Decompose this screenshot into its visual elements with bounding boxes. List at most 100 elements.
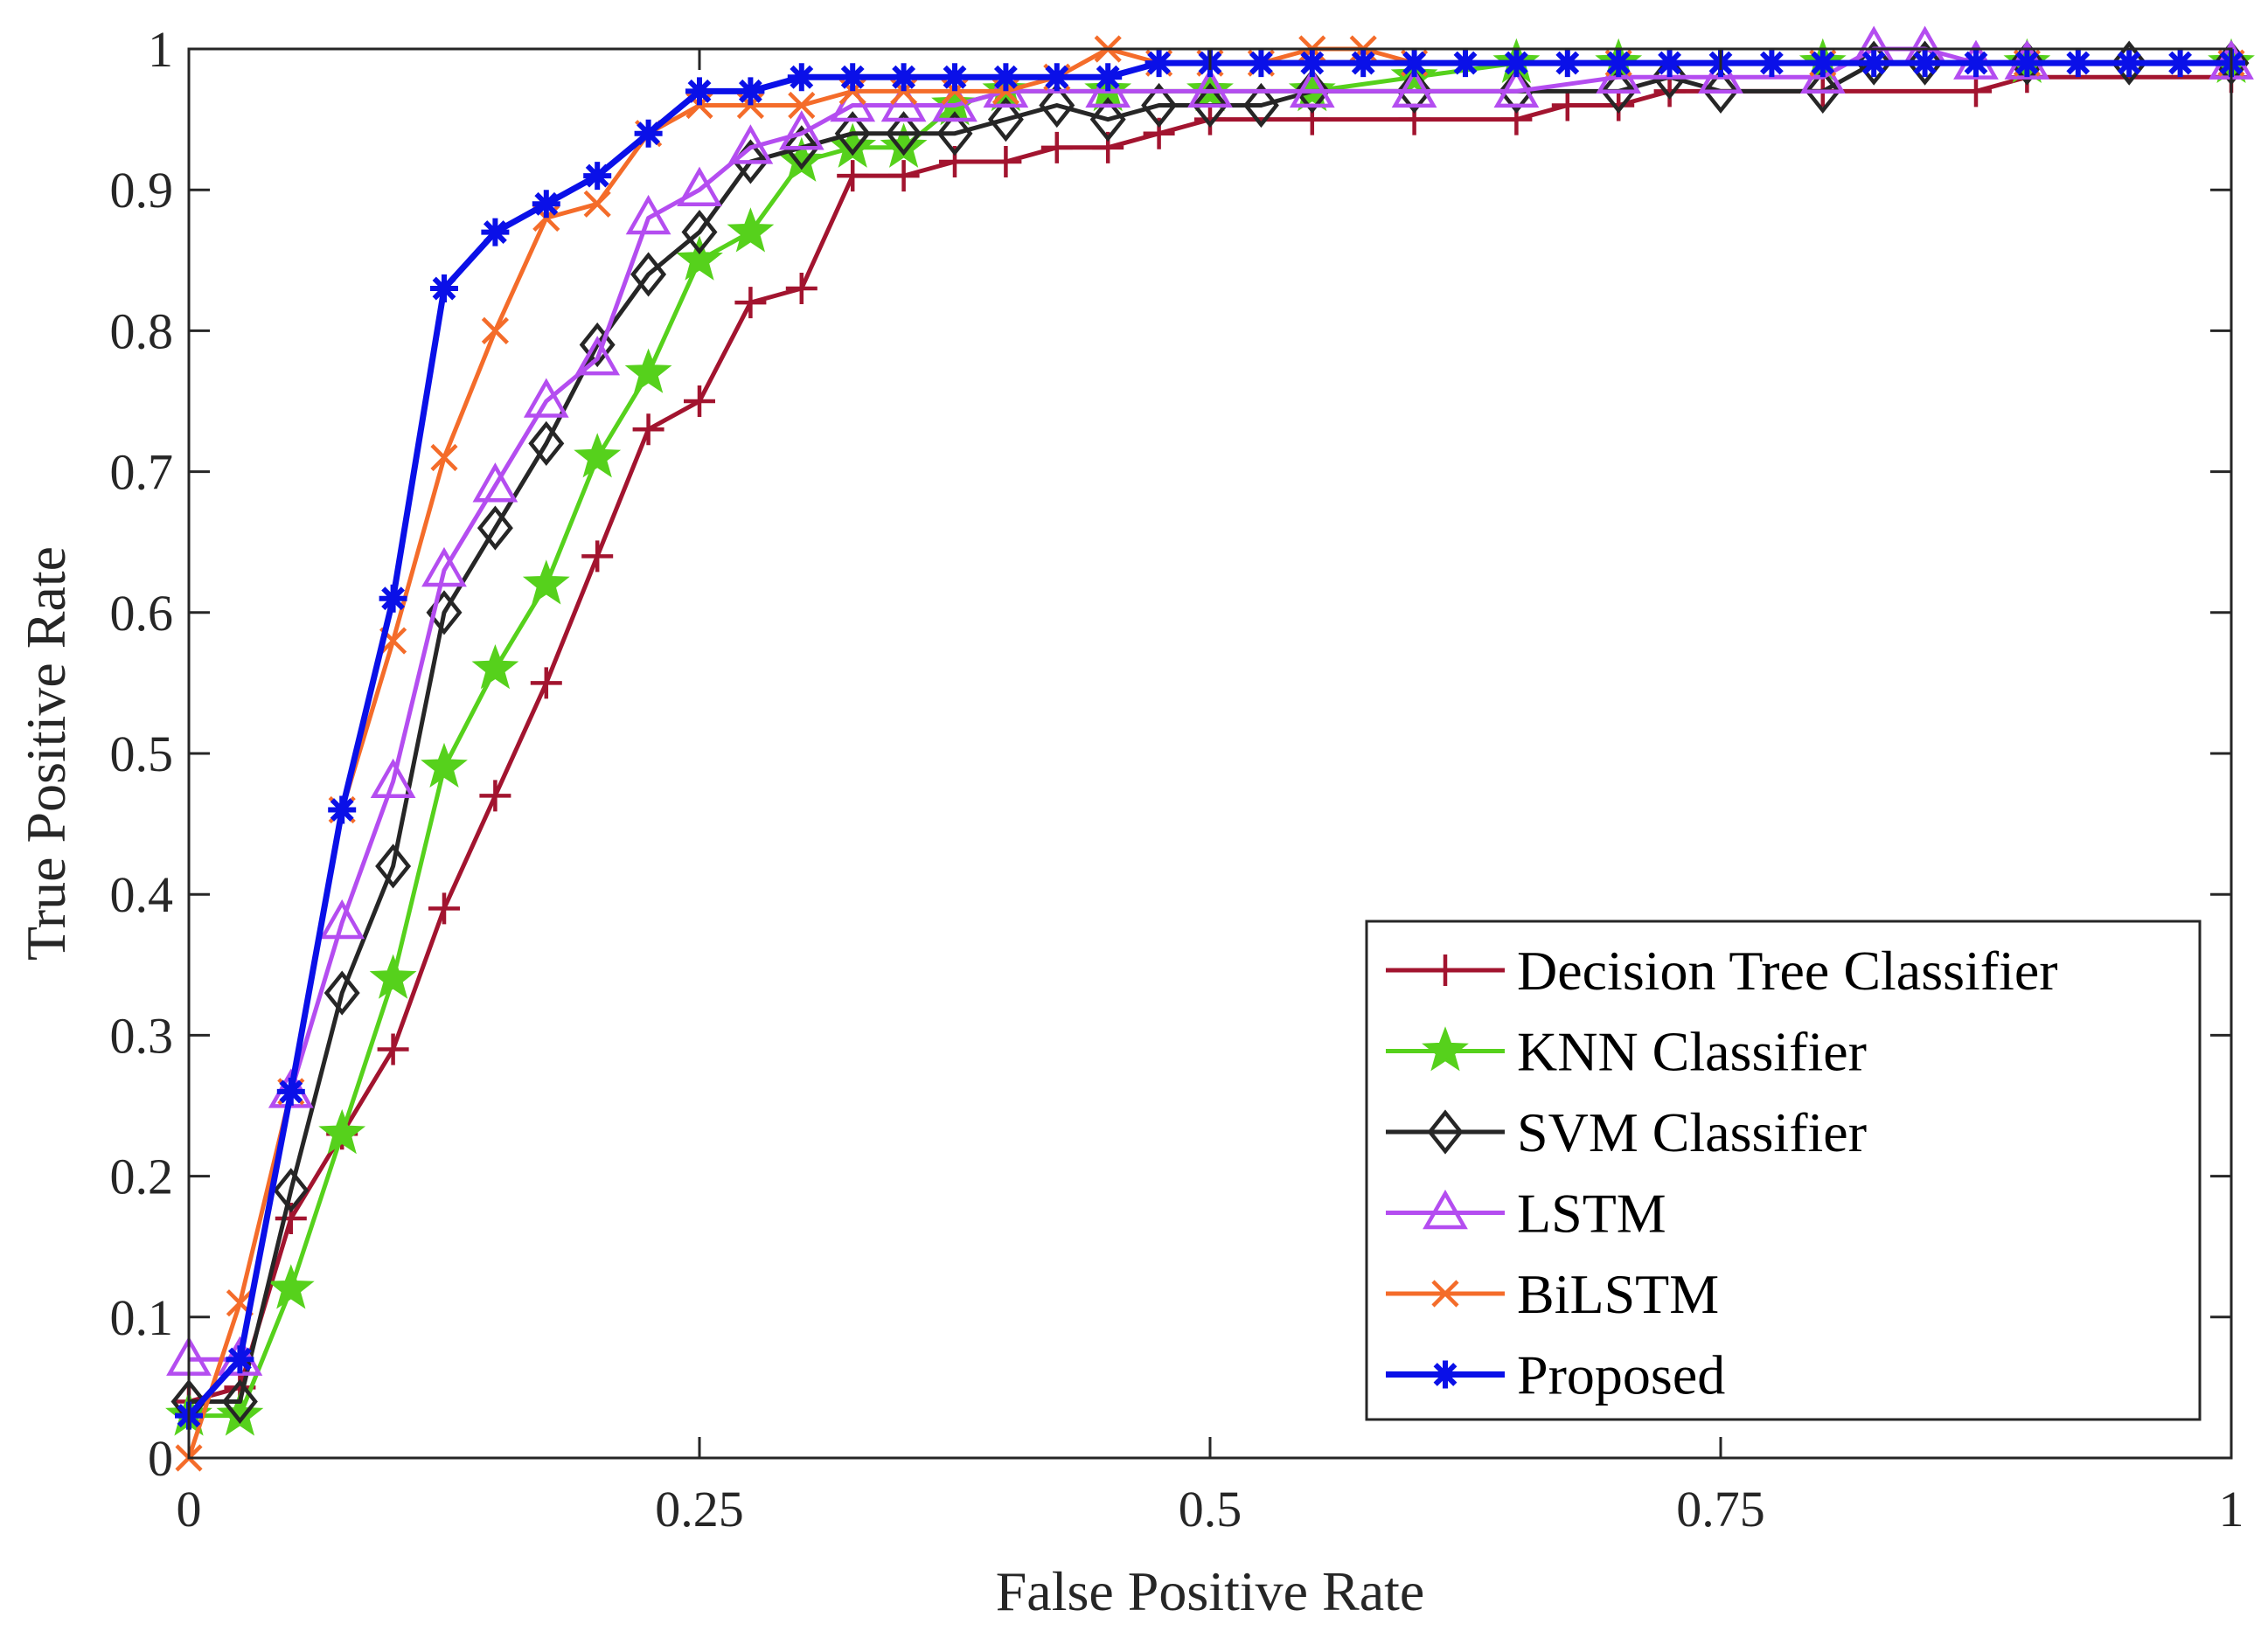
data-point: [522, 559, 570, 605]
data-point: [267, 1264, 315, 1309]
data-point: [1960, 75, 1992, 108]
data-point: [375, 843, 412, 889]
data-point: [1349, 49, 1378, 78]
legend-swatch-marker: [1431, 1360, 1459, 1389]
data-point: [887, 160, 920, 192]
series-line-svm-classifier: [189, 60, 2231, 1404]
data-point: [1144, 49, 1173, 78]
data-point: [477, 505, 513, 551]
data-point: [1757, 49, 1786, 78]
y-tick-label: 0.2: [110, 1149, 174, 1205]
legend-item-bilstm: BiLSTM: [1386, 1263, 1719, 1325]
data-point: [226, 1345, 254, 1374]
data-point: [472, 462, 518, 503]
legend-swatch-marker: [1423, 1189, 1468, 1230]
data-point: [1604, 49, 1633, 78]
legend-label: Decision Tree Classifier: [1517, 940, 2058, 1002]
y-tick-label: 0.7: [110, 444, 174, 501]
data-point: [1289, 67, 1335, 108]
data-point: [1907, 40, 1944, 86]
y-tick-label: 0.6: [110, 585, 174, 642]
data-point: [583, 190, 611, 218]
data-point: [377, 1033, 409, 1065]
data-point: [676, 235, 723, 281]
x-tick-label: 0: [177, 1481, 202, 1537]
data-point: [1039, 82, 1075, 128]
data-point: [1493, 67, 1540, 108]
y-tick-label: 0: [148, 1430, 173, 1487]
legend-label: BiLSTM: [1517, 1263, 1719, 1325]
data-point: [221, 1378, 258, 1425]
data-point: [1194, 103, 1226, 135]
data-point: [1094, 63, 1123, 92]
data-point: [785, 273, 817, 305]
data-point: [1860, 49, 1889, 78]
data-point: [1600, 68, 1637, 114]
y-tick-label: 1: [148, 21, 173, 78]
legend-label: LSTM: [1517, 1183, 1666, 1245]
data-point: [1698, 53, 1743, 94]
legend-label: KNN Classifier: [1517, 1021, 1867, 1083]
ticks: 0 0.25 0.5 0.75 1 0 0.1 0.2 0.3 0.4 0.5 0.6 0.7 0.8 0.…: [110, 21, 2244, 1537]
y-tick-label: 0.3: [110, 1007, 174, 1064]
data-point: [941, 63, 969, 92]
legend-swatch-marker: [1431, 1280, 1459, 1308]
y-tick-label: 0.5: [110, 725, 174, 782]
y-tick-label: 0.8: [110, 302, 174, 359]
data-point: [2063, 49, 2092, 78]
data-point: [991, 63, 1020, 92]
legend-swatch-marker: [1422, 1026, 1469, 1072]
data-point: [777, 136, 825, 182]
data-point: [574, 336, 621, 376]
data-point: [1910, 49, 1939, 78]
data-point: [1451, 49, 1479, 78]
data-point: [421, 546, 467, 587]
data-point: [727, 207, 775, 253]
legend-item-knn-classifier: KNN Classifier: [1386, 1021, 1867, 1083]
x-tick-label: 0.75: [1676, 1481, 1765, 1537]
data-point: [583, 162, 612, 191]
y-tick-label: 0.1: [110, 1289, 174, 1346]
data-point: [328, 795, 357, 824]
data-point: [630, 252, 667, 297]
data-point: [370, 758, 416, 798]
data-point: [2013, 49, 2042, 78]
data-point: [530, 667, 562, 699]
data-point: [479, 780, 511, 812]
data-point: [990, 145, 1022, 177]
data-point: [783, 125, 820, 170]
data-point: [1551, 89, 1583, 121]
data-point: [1603, 89, 1635, 121]
data-point: [216, 1391, 264, 1436]
data-point: [734, 287, 767, 319]
data-point: [430, 443, 458, 472]
y-tick-label: 0.4: [110, 866, 174, 923]
data-point: [625, 194, 671, 235]
data-point: [1653, 75, 1686, 108]
data-point: [523, 378, 569, 418]
legend-label: SVM Classifier: [1517, 1101, 1867, 1163]
data-point: [324, 970, 360, 1016]
data-point: [1089, 96, 1126, 142]
legend-item-decision-tree-classifier: Decision Tree Classifier: [1386, 940, 2058, 1002]
data-point: [428, 892, 460, 925]
legend-swatch-marker: [1430, 954, 1461, 986]
legend-item-svm-classifier: SVM Classifier: [1386, 1101, 1867, 1163]
legend-label: Proposed: [1517, 1344, 1725, 1406]
data-point: [430, 274, 458, 302]
data-point: [1655, 49, 1684, 78]
data-point: [1192, 82, 1228, 128]
data-point: [1242, 82, 1279, 128]
data-point: [936, 111, 973, 156]
data-point: [1391, 67, 1437, 108]
data-point: [2166, 49, 2195, 78]
data-point: [1085, 67, 1131, 108]
x-tick-label: 1: [2219, 1481, 2244, 1537]
data-point: [421, 742, 468, 788]
x-tick-label: 0.5: [1179, 1481, 1242, 1537]
data-point: [379, 584, 407, 613]
data-point: [574, 433, 622, 478]
data-point: [677, 166, 722, 206]
x-axis-title: False Positive Rate: [996, 1560, 1425, 1622]
